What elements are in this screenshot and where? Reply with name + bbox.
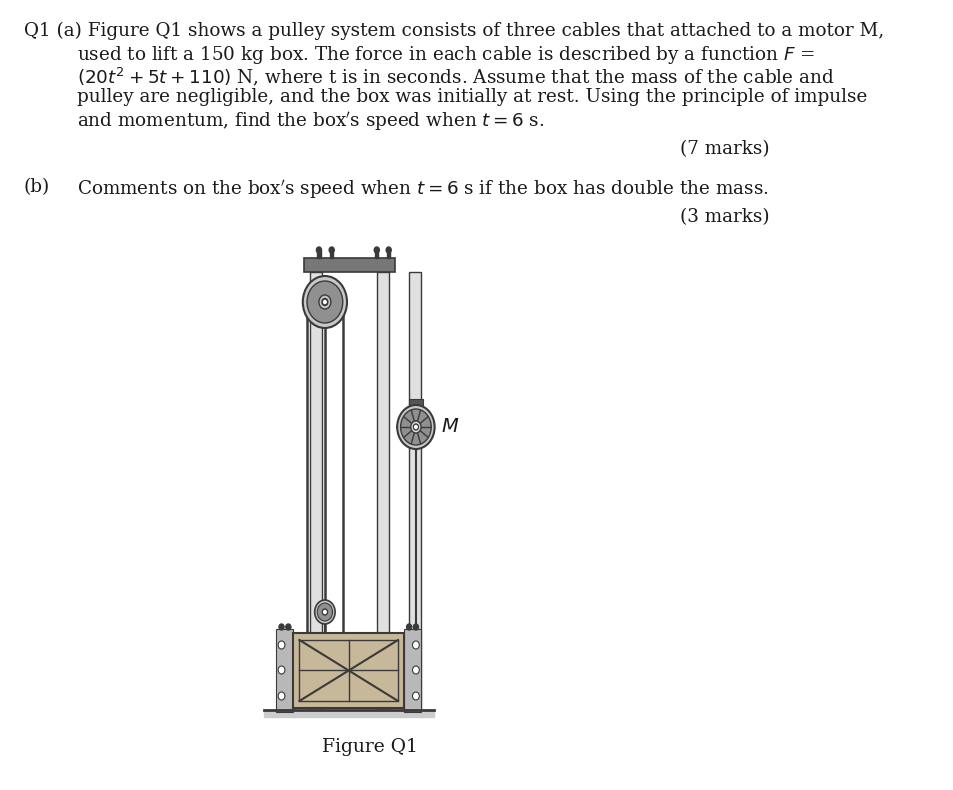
Text: (3 marks): (3 marks) <box>679 208 769 226</box>
Bar <box>387 250 390 258</box>
Circle shape <box>278 624 284 630</box>
Circle shape <box>278 641 285 649</box>
Circle shape <box>400 409 431 445</box>
Text: Comments on the box$'$s speed when $t = 6$ s if the box has double the mass.: Comments on the box$'$s speed when $t = … <box>76 178 767 201</box>
Circle shape <box>314 600 335 624</box>
Circle shape <box>329 247 334 253</box>
Text: $M$: $M$ <box>440 418 458 436</box>
Circle shape <box>302 276 347 328</box>
Circle shape <box>307 281 342 323</box>
Circle shape <box>278 666 285 674</box>
Bar <box>299 640 397 701</box>
Circle shape <box>412 692 419 700</box>
Circle shape <box>411 421 420 433</box>
Circle shape <box>413 424 418 430</box>
Circle shape <box>413 624 418 630</box>
Text: (7 marks): (7 marks) <box>679 140 769 158</box>
Bar <box>310 272 322 710</box>
Circle shape <box>286 624 291 630</box>
Circle shape <box>316 247 321 253</box>
Circle shape <box>318 295 331 309</box>
Bar <box>276 629 294 712</box>
Circle shape <box>412 666 419 674</box>
Circle shape <box>386 247 391 253</box>
Circle shape <box>322 609 327 615</box>
Bar <box>376 272 388 710</box>
Bar <box>303 258 395 272</box>
Circle shape <box>323 300 326 303</box>
Text: Q1 (a) Figure Q1 shows a pulley system consists of three cables that attached to: Q1 (a) Figure Q1 shows a pulley system c… <box>24 22 883 40</box>
Circle shape <box>317 603 333 621</box>
Circle shape <box>396 405 435 449</box>
Circle shape <box>415 426 416 428</box>
Circle shape <box>374 247 379 253</box>
Text: Figure Q1: Figure Q1 <box>322 738 417 756</box>
Circle shape <box>278 692 285 700</box>
Bar <box>263 710 434 717</box>
Bar <box>294 633 403 708</box>
Bar <box>409 399 422 407</box>
Bar <box>412 417 420 437</box>
Text: used to lift a 150 kg box. The force in each cable is described by a function $F: used to lift a 150 kg box. The force in … <box>76 44 814 66</box>
Text: $(20t^2 + 5t + 110)$ N, where t is in seconds. Assume that the mass of the cable: $(20t^2 + 5t + 110)$ N, where t is in se… <box>76 66 833 88</box>
Text: and momentum, find the box$'$s speed when $t = 6$ s.: and momentum, find the box$'$s speed whe… <box>76 110 543 133</box>
Circle shape <box>323 611 326 614</box>
Bar <box>403 629 420 712</box>
Text: pulley are negligible, and the box was initially at rest. Using the principle of: pulley are negligible, and the box was i… <box>76 88 866 106</box>
Bar <box>317 250 320 258</box>
Bar <box>375 250 378 258</box>
Circle shape <box>412 641 419 649</box>
Bar <box>330 250 333 258</box>
Circle shape <box>321 299 328 306</box>
Bar <box>409 272 420 710</box>
Text: (b): (b) <box>24 178 50 196</box>
Circle shape <box>406 624 412 630</box>
